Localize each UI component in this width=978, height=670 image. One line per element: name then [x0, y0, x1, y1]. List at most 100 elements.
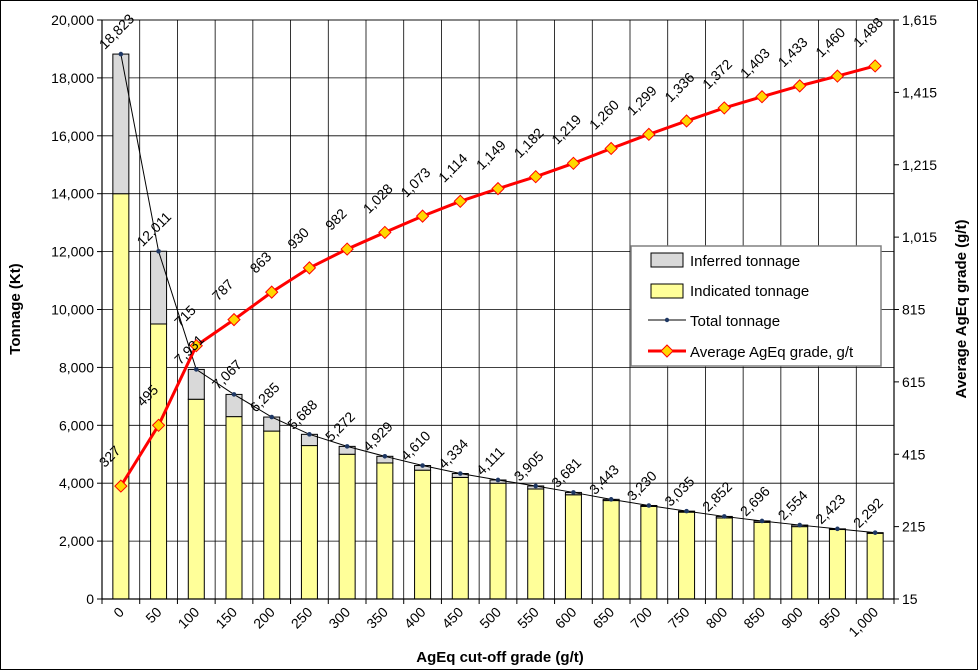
legend-grade-marker: [660, 344, 674, 358]
bars: [112, 53, 884, 600]
average-grade-point: [717, 101, 731, 115]
x-tick-label: 500: [476, 604, 504, 632]
series-lines: [114, 51, 882, 535]
average-grade-point: [755, 90, 769, 104]
y2-tick-label: 1,215: [902, 157, 937, 173]
average-grade-point: [114, 479, 128, 493]
legend-inferred-label: Inferred tonnage: [690, 253, 800, 270]
total-tonnage-point: [231, 392, 237, 397]
total-tonnage-point: [193, 367, 199, 372]
y-tick-label: 14,000: [51, 186, 94, 202]
total-tonnage-point: [872, 530, 878, 535]
total-tonnage-point: [495, 477, 501, 483]
average-grade-point: [415, 209, 430, 223]
total-tonnage-point: [835, 526, 840, 532]
bar-indicated-350: [376, 462, 394, 600]
average-grade-point: [604, 141, 618, 156]
x-tick-label: 100: [175, 604, 203, 632]
bar-indicated-800: [715, 517, 733, 600]
y-tick-label: 6,000: [59, 417, 94, 433]
x-tick-label: 250: [288, 604, 316, 632]
total-tonnage-point: [420, 463, 425, 468]
total-tonnage-point: [457, 471, 463, 476]
y2-axis-title: Average AgEq grade (g/t): [953, 220, 970, 399]
average-grade-point: [189, 338, 203, 353]
x-tick-label: 400: [401, 604, 429, 632]
x-tick-label: 0: [110, 604, 127, 621]
y2-tick-label: 1,615: [902, 12, 937, 28]
average-grade-point: [491, 181, 505, 196]
x-tick-label: 650: [589, 604, 617, 632]
y-tick-label: 8,000: [59, 359, 94, 375]
bar-indicated-0: [112, 193, 130, 600]
x-tick-label: 350: [363, 604, 391, 632]
bar-indicated-100: [187, 398, 205, 600]
bar-indicated-900: [791, 526, 809, 600]
bar-indicated-150: [225, 416, 243, 600]
average-grade-point: [868, 59, 882, 73]
legend-indicated-label: Indicated tonnage: [690, 283, 809, 300]
legend-total-marker: [664, 317, 670, 323]
bar-indicated-650: [602, 500, 620, 600]
average-grade-point: [830, 69, 845, 83]
total-tonnage-point: [797, 522, 803, 528]
x-tick-label: 300: [325, 604, 353, 632]
bar-indicated-300: [338, 453, 356, 600]
bar-inferred-50: [150, 250, 168, 325]
average-grade-point: [642, 127, 656, 142]
total-tonnage-point: [533, 483, 539, 489]
average-grade-point: [340, 242, 354, 256]
total-tonnage-point: [721, 514, 727, 519]
total-tonnage-point: [156, 248, 161, 254]
bar-indicated-600: [564, 494, 582, 600]
y-axis-title: Tonnage (Kt): [7, 263, 24, 354]
x-tick-label: 750: [665, 604, 693, 632]
average-grade-point: [793, 79, 807, 93]
x-tick-label: 800: [703, 604, 731, 632]
bar-indicated-750: [678, 511, 696, 600]
y-tick-label: 20,000: [51, 12, 94, 28]
bar-inferred-0: [112, 53, 130, 195]
total-tonnage-point: [382, 454, 388, 459]
y-tick-label: 16,000: [51, 128, 94, 144]
bar-indicated-50: [150, 323, 168, 600]
bar-indicated-250: [300, 445, 318, 600]
bar-indicated-400: [414, 469, 432, 600]
average-grade-point: [302, 261, 317, 275]
y-tick-label: 10,000: [51, 302, 94, 318]
bar-indicated-1,000: [866, 532, 884, 600]
legend-indicated-swatch: [650, 283, 684, 299]
y2-tick-label: 1,015: [902, 229, 937, 245]
y2-tick-label: 215: [902, 519, 926, 535]
x-tick-label: 50: [142, 604, 164, 626]
y-tick-label: 18,000: [51, 70, 94, 86]
x-tick-label: 700: [627, 604, 655, 632]
total-tonnage-point: [571, 490, 576, 495]
y-tick-label: 2,000: [59, 533, 94, 549]
legend-grade-label: Average AgEq grade, g/t: [690, 344, 854, 361]
total-tonnage-point: [684, 508, 689, 514]
total-tonnage-point: [608, 497, 614, 502]
y-tick-label: 4,000: [59, 475, 94, 491]
average-grade-point: [566, 156, 581, 171]
bar-indicated-700: [640, 505, 658, 600]
total-tonnage-point: [646, 503, 652, 508]
y-tick-label: 0: [86, 591, 94, 607]
bar-inferred-100: [187, 368, 205, 400]
x-tick-label: 900: [778, 604, 806, 632]
x-tick-label: 450: [439, 604, 467, 632]
bar-indicated-200: [263, 430, 281, 600]
bar-indicated-500: [489, 482, 507, 600]
x-tick-label: 600: [552, 604, 580, 632]
average-grade-point: [453, 194, 467, 209]
average-grade-point: [529, 169, 543, 184]
total-tonnage-point: [269, 414, 275, 420]
legend-total-label: Total tonnage: [690, 313, 780, 330]
x-tick-label: 1,000: [845, 604, 881, 640]
legend-inferred-swatch: [650, 252, 684, 268]
total-tonnage-point: [344, 444, 350, 449]
total-tonnage-point: [307, 432, 312, 437]
bar-indicated-550: [527, 488, 545, 600]
x-tick-label: 950: [816, 604, 844, 632]
